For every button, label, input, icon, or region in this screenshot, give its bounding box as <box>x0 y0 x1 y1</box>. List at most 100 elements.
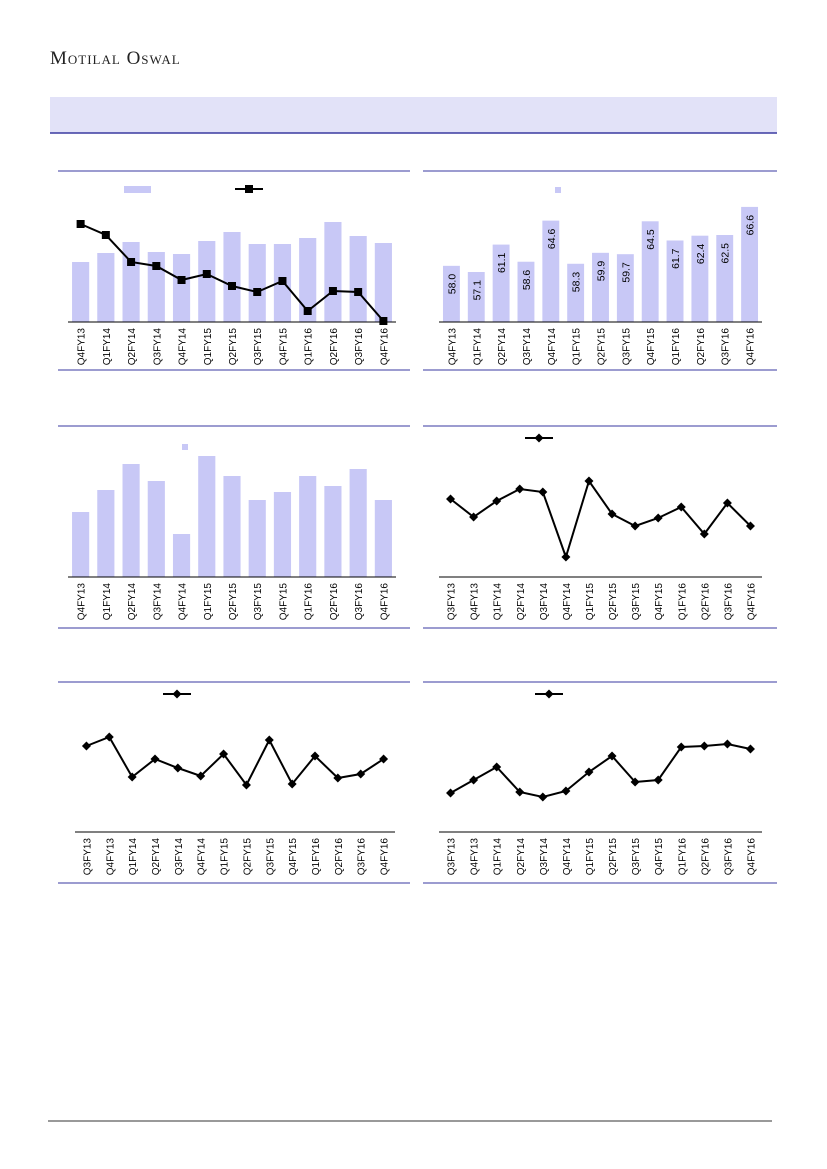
line-marker <box>446 494 456 504</box>
x-tick-label: Q4FY14 <box>197 838 208 876</box>
line-marker <box>745 744 755 754</box>
line-marker <box>379 317 388 325</box>
line-marker <box>202 270 211 278</box>
data-label: 62.4 <box>695 244 707 265</box>
x-tick-label: Q1FY15 <box>220 838 231 876</box>
bar <box>122 242 140 322</box>
line-marker <box>150 754 160 764</box>
bar <box>641 221 659 322</box>
x-tick-label: Q3FY14 <box>152 328 163 366</box>
bar <box>324 222 342 322</box>
bar <box>147 481 165 577</box>
line-marker <box>722 498 732 508</box>
x-tick-label: Q2FY14 <box>151 838 162 876</box>
x-tick-label: Q1FY14 <box>493 838 504 876</box>
x-tick-label: Q3FY16 <box>721 328 732 366</box>
line-marker <box>253 288 262 296</box>
x-tick-label: Q1FY15 <box>203 583 214 621</box>
data-label: 58.3 <box>571 272 583 293</box>
line-marker <box>101 231 110 239</box>
line-marker <box>127 772 137 782</box>
legend-marker <box>544 689 554 699</box>
data-label: 66.6 <box>745 215 757 236</box>
x-tick-label: Q1FY15 <box>585 838 596 876</box>
line-marker <box>379 754 389 764</box>
bar <box>299 238 317 322</box>
line-marker <box>469 775 479 785</box>
line-marker <box>676 502 686 512</box>
line-marker <box>492 762 502 772</box>
x-tick-label: Q4FY13 <box>77 328 88 366</box>
section-banner <box>50 97 777 133</box>
x-tick-label: Q2FY14 <box>497 328 508 366</box>
bar <box>666 240 684 322</box>
x-tick-label: Q2FY16 <box>700 583 711 621</box>
line-marker <box>538 792 548 802</box>
x-tick-label: Q2FY16 <box>329 583 340 621</box>
x-tick-label: Q2FY15 <box>597 328 608 366</box>
bar <box>223 232 241 322</box>
data-label: 57.1 <box>471 280 483 301</box>
line-marker <box>152 262 161 270</box>
line-marker <box>538 487 548 497</box>
bar <box>248 244 266 322</box>
x-tick-label: Q3FY14 <box>522 328 533 366</box>
line-marker <box>287 779 297 789</box>
data-label: 61.7 <box>670 248 682 269</box>
x-tick-label: Q1FY14 <box>102 583 113 621</box>
bar <box>248 500 266 577</box>
x-tick-label: Q4FY16 <box>746 583 757 621</box>
bar <box>741 206 759 322</box>
line-marker <box>219 749 229 759</box>
line-marker <box>630 521 640 531</box>
line-marker <box>561 552 571 562</box>
x-tick-label: Q1FY16 <box>671 328 682 366</box>
line-marker <box>584 767 594 777</box>
x-tick-label: Q2FY14 <box>516 838 527 876</box>
x-tick-label: Q3FY16 <box>357 838 368 876</box>
x-tick-label: Q3FY15 <box>631 838 642 876</box>
bar <box>616 254 634 322</box>
legend-swatch <box>124 186 151 193</box>
bar <box>374 243 392 322</box>
x-tick-label: Q2FY16 <box>696 328 707 366</box>
bar <box>172 534 191 577</box>
line-marker <box>745 521 755 531</box>
legend-marker <box>172 689 182 699</box>
x-tick-label: Q3FY15 <box>265 838 276 876</box>
line-marker <box>446 788 456 798</box>
x-tick-label: Q3FY15 <box>621 328 632 366</box>
line-marker <box>264 735 274 745</box>
brand: Motilal Oswal <box>50 48 181 69</box>
bar <box>273 492 292 577</box>
bar <box>122 464 140 577</box>
x-tick-label: Q3FY13 <box>82 838 93 876</box>
x-tick-label: Q4FY16 <box>746 838 757 876</box>
bar <box>592 252 609 322</box>
bar <box>374 500 392 577</box>
bar <box>198 241 216 322</box>
data-label: 58.0 <box>446 274 458 295</box>
x-tick-label: Q2FY14 <box>127 328 138 366</box>
x-tick-label: Q4FY15 <box>278 583 289 621</box>
data-label: 62.5 <box>720 243 732 264</box>
bar <box>97 253 115 322</box>
x-tick-label: Q4FY13 <box>77 583 88 621</box>
bar <box>223 476 241 577</box>
bar <box>172 254 191 322</box>
x-tick-label: Q4FY13 <box>105 838 116 876</box>
x-tick-label: Q1FY14 <box>472 328 483 366</box>
x-tick-label: Q1FY15 <box>585 583 596 621</box>
x-tick-label: Q3FY16 <box>354 583 365 621</box>
x-tick-label: Q3FY14 <box>539 838 550 876</box>
line-marker <box>310 751 320 761</box>
x-tick-label: Q3FY15 <box>631 583 642 621</box>
data-label: 58.6 <box>521 270 533 291</box>
x-tick-label: Q4FY13 <box>447 328 458 366</box>
x-tick-label: Q1FY16 <box>677 583 688 621</box>
x-tick-label: Q1FY16 <box>677 838 688 876</box>
line-marker <box>561 786 571 796</box>
bar <box>72 512 90 577</box>
data-label: 59.9 <box>596 261 608 282</box>
